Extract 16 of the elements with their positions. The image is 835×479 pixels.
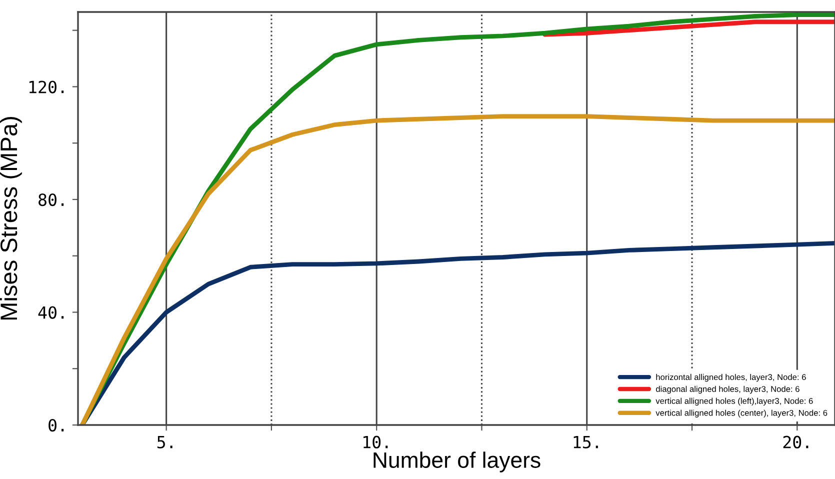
legend-label: diagonal aligned holes, layer3, Node: 6: [656, 386, 800, 394]
y-tick-label: 120.: [29, 80, 64, 94]
line-series: [542, 20, 835, 37]
legend-label: horizontal alligned holes, layer3, Node: 6: [656, 374, 806, 382]
y-tick-label: 0.: [48, 419, 64, 432]
x-axis-title: Number of layers: [374, 452, 540, 472]
legend-label: vertical alligned holes (left),layer3, Node: 6: [656, 398, 813, 406]
y-tick-label: 40.: [38, 306, 64, 319]
x-tick-label: 20.: [783, 436, 808, 448]
x-tick-label: 15.: [574, 436, 598, 448]
y-tick-label: 80.: [38, 193, 64, 206]
x-tick-label: 5.: [157, 436, 172, 448]
x-tick-label: 10.: [364, 436, 388, 448]
legend-label: vertical alligned holes (center), layer3, Node: 6: [656, 410, 828, 418]
y-axis-title: Mises Stress (MPa): [0, 116, 22, 320]
line-series: [80, 114, 835, 425]
